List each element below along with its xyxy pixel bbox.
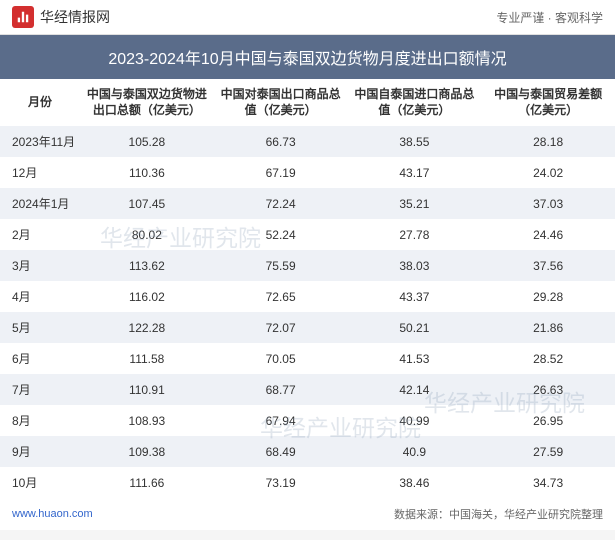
table-cell: 7月 [0,374,80,405]
table-cell: 3月 [0,250,80,281]
table-cell: 2月 [0,219,80,250]
table-cell: 9月 [0,436,80,467]
table-cell: 110.36 [80,157,214,188]
table-cell: 5月 [0,312,80,343]
table-header-cell: 中国与泰国贸易差额（亿美元） [481,79,615,126]
footer-bar: www.huaon.com 数据来源：中国海关，华经产业研究院整理 [0,498,615,530]
table-cell: 41.53 [348,343,482,374]
table-cell: 24.46 [481,219,615,250]
header-bar: 华经情报网 专业严谨 · 客观科学 [0,0,615,35]
table-row: 4月116.0272.6543.3729.28 [0,281,615,312]
table-cell: 38.46 [348,467,482,498]
table-cell: 26.63 [481,374,615,405]
table-cell: 29.28 [481,281,615,312]
table-cell: 12月 [0,157,80,188]
table-cell: 28.18 [481,126,615,157]
table-cell: 38.03 [348,250,482,281]
table-cell: 37.56 [481,250,615,281]
data-table: 月份 中国与泰国双边货物进出口总额（亿美元） 中国对泰国出口商品总值（亿美元） … [0,79,615,498]
table-cell: 116.02 [80,281,214,312]
table-cell: 113.62 [80,250,214,281]
table-cell: 10月 [0,467,80,498]
table-cell: 67.19 [214,157,348,188]
table-cell: 111.66 [80,467,214,498]
table-row: 2023年11月105.2866.7338.5528.18 [0,126,615,157]
table-row: 12月110.3667.1943.1724.02 [0,157,615,188]
table-header-cell: 月份 [0,79,80,126]
table-cell: 72.07 [214,312,348,343]
table-cell: 4月 [0,281,80,312]
table-cell: 24.02 [481,157,615,188]
table-row: 7月110.9168.7742.1426.63 [0,374,615,405]
table-row: 10月111.6673.1938.4634.73 [0,467,615,498]
table-row: 9月109.3868.4940.927.59 [0,436,615,467]
table-cell: 50.21 [348,312,482,343]
table-cell: 26.95 [481,405,615,436]
table-cell: 67.94 [214,405,348,436]
table-row: 6月111.5870.0541.5328.52 [0,343,615,374]
table-cell: 72.24 [214,188,348,219]
table-header-cell: 中国与泰国双边货物进出口总额（亿美元） [80,79,214,126]
table-cell: 27.78 [348,219,482,250]
table-cell: 40.9 [348,436,482,467]
table-cell: 72.65 [214,281,348,312]
table-header-row: 月份 中国与泰国双边货物进出口总额（亿美元） 中国对泰国出口商品总值（亿美元） … [0,79,615,126]
table-cell: 68.77 [214,374,348,405]
table-cell: 42.14 [348,374,482,405]
table-header-cell: 中国自泰国进口商品总值（亿美元） [348,79,482,126]
table-cell: 34.73 [481,467,615,498]
table-cell: 110.91 [80,374,214,405]
table-cell: 107.45 [80,188,214,219]
table-cell: 38.55 [348,126,482,157]
table-row: 3月113.6275.5938.0337.56 [0,250,615,281]
table-cell: 52.24 [214,219,348,250]
table-cell: 111.58 [80,343,214,374]
table-row: 8月108.9367.9440.9926.95 [0,405,615,436]
table-cell: 108.93 [80,405,214,436]
table-cell: 37.03 [481,188,615,219]
logo-icon [12,6,34,28]
table-cell: 75.59 [214,250,348,281]
page-title: 2023-2024年10月中国与泰国双边货物月度进出口额情况 [0,35,615,79]
table-row: 2024年1月107.4572.2435.2137.03 [0,188,615,219]
table-header-cell: 中国对泰国出口商品总值（亿美元） [214,79,348,126]
table-cell: 27.59 [481,436,615,467]
table-cell: 80.02 [80,219,214,250]
table-cell: 35.21 [348,188,482,219]
logo-area: 华经情报网 [12,6,110,28]
table-cell: 68.49 [214,436,348,467]
table-row: 5月122.2872.0750.2121.86 [0,312,615,343]
table-cell: 28.52 [481,343,615,374]
table-cell: 70.05 [214,343,348,374]
table-cell: 2023年11月 [0,126,80,157]
table-cell: 2024年1月 [0,188,80,219]
table-cell: 105.28 [80,126,214,157]
header-tagline: 专业严谨 · 客观科学 [496,9,603,26]
table-cell: 21.86 [481,312,615,343]
table-cell: 43.37 [348,281,482,312]
table-cell: 73.19 [214,467,348,498]
table-row: 2月80.0252.2427.7824.46 [0,219,615,250]
logo-text: 华经情报网 [40,7,110,27]
table-container: 华经产业研究院 华经产业研究院 华经产业研究院 月份 中国与泰国双边货物进出口总… [0,79,615,498]
table-cell: 66.73 [214,126,348,157]
table-cell: 43.17 [348,157,482,188]
footer-url: www.huaon.com [12,508,93,520]
table-cell: 122.28 [80,312,214,343]
table-cell: 109.38 [80,436,214,467]
table-cell: 8月 [0,405,80,436]
footer-source: 数据来源：中国海关，华经产业研究院整理 [394,506,603,522]
table-cell: 6月 [0,343,80,374]
table-cell: 40.99 [348,405,482,436]
